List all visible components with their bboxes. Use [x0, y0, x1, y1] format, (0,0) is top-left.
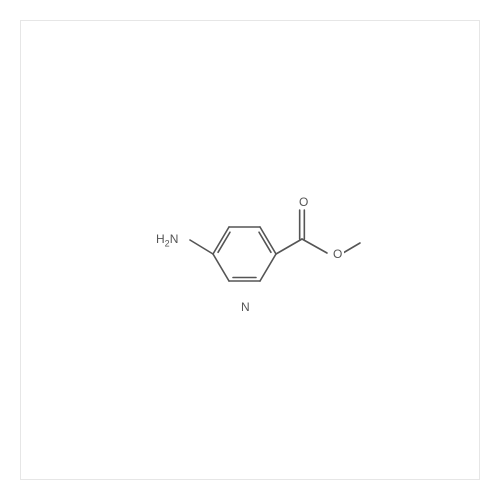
label-amino: H2N — [156, 232, 178, 248]
amino-H: H — [156, 232, 165, 246]
molecule-diagram — [0, 0, 500, 500]
label-oxygen-double: O — [299, 195, 308, 209]
canvas: H2N N O O — [0, 0, 500, 500]
amino-N: N — [170, 232, 179, 246]
label-oxygen-single: O — [333, 247, 342, 261]
label-ring-nitrogen: N — [241, 300, 250, 314]
